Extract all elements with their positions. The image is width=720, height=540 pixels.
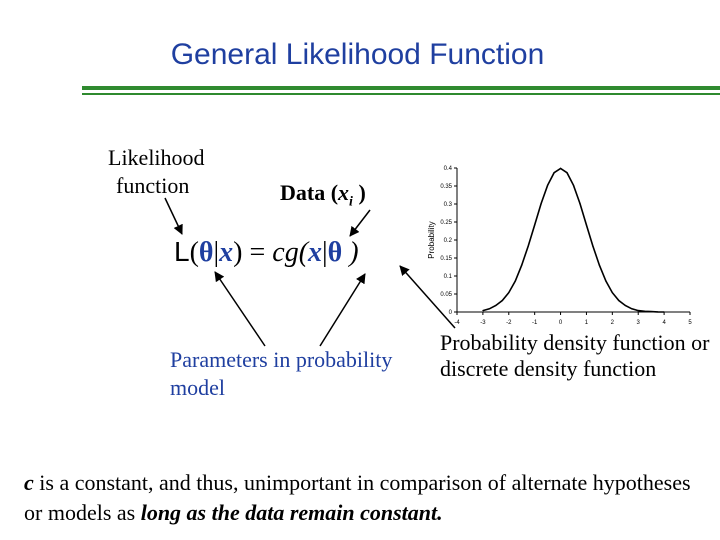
x-tick-label: 5 (688, 320, 692, 326)
formula-close-eq: ) = (233, 237, 273, 268)
x-tick-label: -1 (532, 320, 538, 326)
density-point (585, 224, 588, 226)
formula-bar-1: | (213, 237, 220, 268)
data-label-sub: i (349, 194, 353, 210)
arrow-likelihood (164, 197, 183, 235)
x-tick-label: 0 (559, 320, 563, 326)
page-title: General Likelihood Function (170, 38, 545, 71)
density-point (611, 291, 613, 294)
x-tick-label: 3 (637, 320, 641, 326)
y-tick-label: 0.3 (444, 202, 453, 208)
pdf-label: Probability density function or discrete… (440, 330, 709, 382)
data-label: Data (xi ) (280, 180, 366, 210)
density-point (631, 308, 633, 310)
data-label-var: x (338, 180, 350, 205)
pdf-label-line2: discrete density function (440, 356, 657, 381)
y-tick-label: 0.35 (440, 184, 452, 190)
density-point (624, 304, 626, 307)
likelihood-label-line1: Likelihood (108, 145, 205, 170)
arrow-params-theta1 (214, 271, 266, 347)
x-tick-label: -4 (454, 320, 460, 326)
density-point (572, 184, 575, 186)
density-curve (482, 167, 665, 313)
density-point (514, 280, 516, 282)
title-divider-thin (82, 93, 720, 95)
formula-bar-2: | (322, 237, 328, 268)
likelihood-formula: L(θ|x) = cg(x|θ ) (174, 236, 359, 269)
y-tick-label: 0.4 (444, 166, 453, 172)
density-point (534, 224, 536, 226)
density-point (650, 311, 652, 313)
x-tick-label: -3 (480, 320, 486, 326)
x-tick-label: 2 (611, 320, 615, 326)
density-point (579, 203, 581, 205)
y-tick-label: 0.25 (440, 220, 452, 226)
density-point (482, 309, 484, 312)
arrow-pdf (399, 265, 456, 329)
title-divider-thick (82, 86, 720, 90)
x-tick-label: 1 (585, 320, 589, 326)
density-point (488, 308, 490, 310)
formula-L: L (174, 236, 190, 267)
note-c: c (24, 470, 34, 495)
constant-note: c is a constant, and thus, unimportant i… (24, 468, 714, 528)
density-point (618, 299, 620, 302)
density-point (553, 172, 555, 174)
note-part1: is a constant, and thus, unimportant in … (24, 470, 691, 525)
density-point (605, 280, 607, 282)
density-point (501, 299, 503, 302)
formula-x-2: x (308, 237, 323, 268)
y-tick-label: 0.1 (444, 274, 453, 280)
density-point (540, 203, 542, 205)
arrow-data (349, 209, 371, 237)
parameters-label-line2: model (170, 375, 225, 400)
density-point (508, 291, 510, 294)
x-tick-label: -2 (506, 320, 512, 326)
formula-close: ) (342, 237, 359, 268)
parameters-label-line1: Parameters in probability (170, 347, 393, 372)
formula-theta-1: θ (198, 237, 214, 268)
arrow-params-theta2 (319, 273, 366, 347)
density-point (663, 311, 665, 313)
note-part2: long as the data remain constant. (140, 500, 443, 525)
density-point (598, 264, 600, 266)
y-tick-label: 0.05 (440, 292, 452, 298)
parameters-label: Parameters in probability model (170, 346, 392, 402)
data-label-suffix: ) (352, 180, 366, 205)
pdf-label-line1: Probability density function or (440, 330, 710, 355)
density-point (521, 264, 523, 266)
density-point (495, 304, 497, 307)
y-tick-label: 0 (449, 310, 453, 316)
density-point (566, 172, 568, 174)
likelihood-label: Likelihood function (108, 144, 205, 200)
formula-x-1: x (219, 237, 234, 268)
formula-theta-2: θ (327, 237, 343, 268)
density-point (592, 245, 594, 247)
x-tick-label: 4 (662, 320, 666, 326)
density-point (547, 184, 549, 186)
y-axis-label: Probability (427, 221, 436, 258)
density-point (559, 167, 562, 169)
formula-open: ( (189, 237, 199, 268)
y-tick-label: 0.2 (444, 238, 453, 244)
likelihood-label-line2: function (116, 173, 190, 198)
density-point (637, 309, 639, 312)
density-point (657, 311, 659, 313)
data-label-prefix: Data ( (280, 180, 339, 205)
formula-cg: cg( (272, 237, 309, 268)
y-tick-label: 0.15 (440, 256, 452, 262)
density-point (644, 310, 646, 312)
density-point (527, 245, 529, 247)
